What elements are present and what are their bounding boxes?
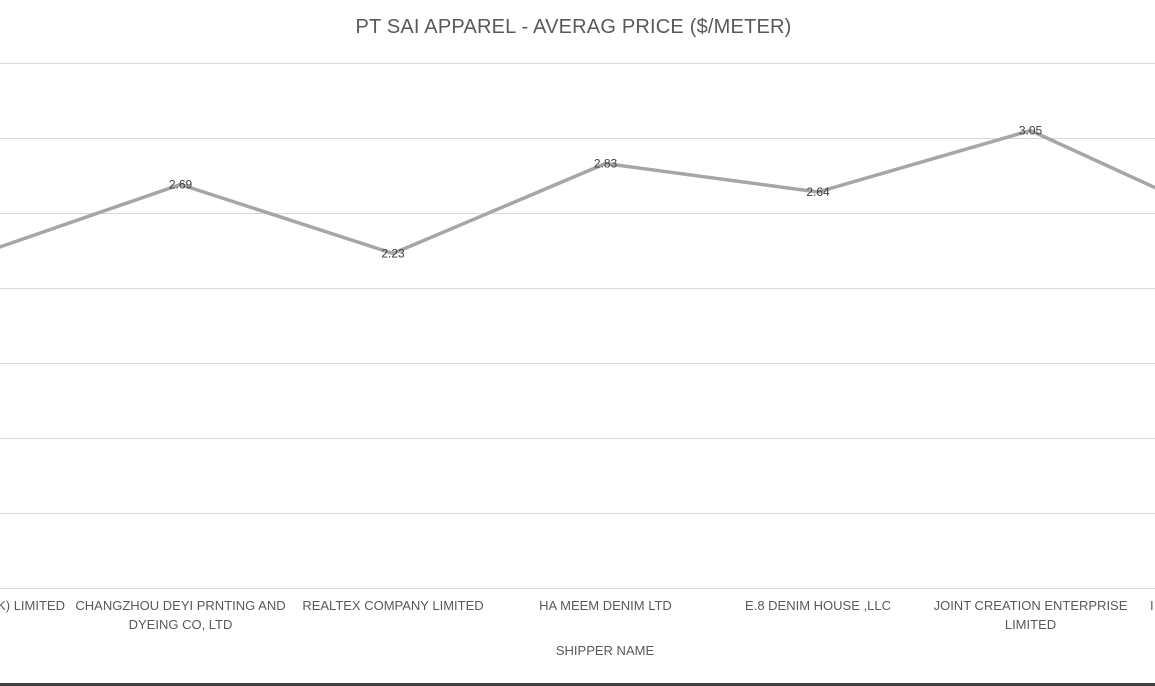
data-label: 2.64 <box>806 185 830 199</box>
chart-title: PT SAI APPAREL - AVERAG PRICE ($/METER) <box>355 16 792 38</box>
x-tick-label: REALTEX COMPANY LIMITED <box>302 598 484 613</box>
x-tick-label: HA MEEM DENIM LTD <box>539 598 672 613</box>
data-label: 3.05 <box>1019 124 1043 138</box>
x-tick-label: K) LIMITED <box>0 598 65 613</box>
x-axis-title: SHIPPER NAME <box>555 643 655 658</box>
x-tick-label: CHANGZHOU DEYI PRNTING AND DYEING CO, LTD <box>75 598 286 632</box>
x-tick-label: I <box>1150 598 1154 613</box>
series-line <box>0 128 1155 256</box>
data-label: 2.83 <box>594 157 618 171</box>
x-tick-label: JOINT CREATION ENTERPRISE LIMITED <box>933 598 1128 632</box>
data-label: 2.69 <box>169 178 193 192</box>
data-label: 2.23 <box>381 247 405 261</box>
x-tick-label: E.8 DENIM HOUSE ,LLC <box>745 598 891 613</box>
